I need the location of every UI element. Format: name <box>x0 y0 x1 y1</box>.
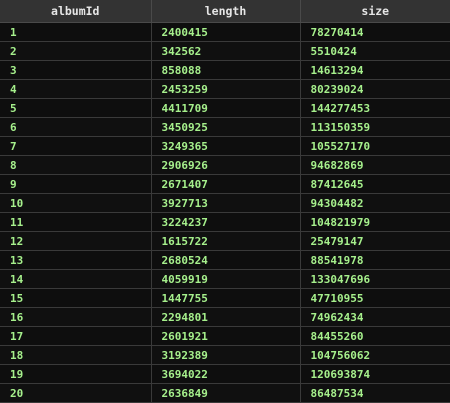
table-row[interactable]: 18 3192389 104756062 <box>0 345 450 365</box>
album-id-cell[interactable]: 14 <box>0 269 152 289</box>
length-cell[interactable]: 4059919 <box>151 269 301 289</box>
album-id-cell[interactable]: 6 <box>0 117 152 137</box>
length-cell[interactable]: 2400415 <box>151 22 301 42</box>
table-row[interactable]: 5 4411709 144277453 <box>0 98 450 118</box>
length-cell[interactable]: 3927713 <box>151 193 301 213</box>
album-id-cell[interactable]: 1 <box>0 22 152 42</box>
table-row[interactable]: 15 1447755 47710955 <box>0 288 450 308</box>
album-id-cell[interactable]: 18 <box>0 345 152 365</box>
table-row[interactable]: 2 342562 5510424 <box>0 41 450 61</box>
size-cell[interactable]: 5510424 <box>300 41 450 61</box>
album-id-cell[interactable]: 16 <box>0 307 152 327</box>
length-cell[interactable]: 2671407 <box>151 174 301 194</box>
length-cell[interactable]: 2636849 <box>151 383 301 403</box>
size-cell[interactable]: 133047696 <box>300 269 450 289</box>
size-cell[interactable]: 84455260 <box>300 326 450 346</box>
length-cell[interactable]: 3450925 <box>151 117 301 137</box>
size-cell[interactable]: 105527170 <box>300 136 450 156</box>
length-cell[interactable]: 1615722 <box>151 231 301 251</box>
column-header-size[interactable]: size <box>300 0 450 23</box>
table-row[interactable]: 9 2671407 87412645 <box>0 174 450 194</box>
album-id-cell[interactable]: 4 <box>0 79 152 99</box>
album-id-cell[interactable]: 5 <box>0 98 152 118</box>
length-cell[interactable]: 3694022 <box>151 364 301 384</box>
album-id-cell[interactable]: 12 <box>0 231 152 251</box>
length-cell[interactable]: 2601921 <box>151 326 301 346</box>
length-cell[interactable]: 1447755 <box>151 288 301 308</box>
size-cell[interactable]: 120693874 <box>300 364 450 384</box>
size-cell[interactable]: 74962434 <box>300 307 450 327</box>
size-cell[interactable]: 80239024 <box>300 79 450 99</box>
length-cell[interactable]: 2453259 <box>151 79 301 99</box>
header-row: albumId length size <box>0 0 450 23</box>
size-cell[interactable]: 47710955 <box>300 288 450 308</box>
album-id-cell[interactable]: 10 <box>0 193 152 213</box>
table-row[interactable]: 11 3224237 104821979 <box>0 212 450 232</box>
table-row[interactable]: 13 2680524 88541978 <box>0 250 450 270</box>
table-row[interactable]: 7 3249365 105527170 <box>0 136 450 156</box>
album-id-cell[interactable]: 7 <box>0 136 152 156</box>
size-cell[interactable]: 113150359 <box>300 117 450 137</box>
table-row[interactable]: 4 2453259 80239024 <box>0 79 450 99</box>
size-cell[interactable]: 144277453 <box>300 98 450 118</box>
length-cell[interactable]: 2294801 <box>151 307 301 327</box>
column-header-length[interactable]: length <box>151 0 301 23</box>
size-cell[interactable]: 86487534 <box>300 383 450 403</box>
table-header: albumId length size <box>0 0 450 23</box>
length-cell[interactable]: 4411709 <box>151 98 301 118</box>
table-row[interactable]: 10 3927713 94304482 <box>0 193 450 213</box>
album-id-cell[interactable]: 11 <box>0 212 152 232</box>
length-cell[interactable]: 2906926 <box>151 155 301 175</box>
size-cell[interactable]: 94682869 <box>300 155 450 175</box>
album-id-cell[interactable]: 20 <box>0 383 152 403</box>
length-cell[interactable]: 2680524 <box>151 250 301 270</box>
table-row[interactable]: 6 3450925 113150359 <box>0 117 450 137</box>
length-cell[interactable]: 858088 <box>151 60 301 80</box>
album-id-cell[interactable]: 17 <box>0 326 152 346</box>
size-cell[interactable]: 94304482 <box>300 193 450 213</box>
column-header-albumid[interactable]: albumId <box>0 0 152 23</box>
size-cell[interactable]: 25479147 <box>300 231 450 251</box>
table-row[interactable]: 12 1615722 25479147 <box>0 231 450 251</box>
album-id-cell[interactable]: 2 <box>0 41 152 61</box>
album-id-cell[interactable]: 9 <box>0 174 152 194</box>
table-row[interactable]: 19 3694022 120693874 <box>0 364 450 384</box>
length-cell[interactable]: 342562 <box>151 41 301 61</box>
size-cell[interactable]: 88541978 <box>300 250 450 270</box>
size-cell[interactable]: 87412645 <box>300 174 450 194</box>
album-id-cell[interactable]: 3 <box>0 60 152 80</box>
album-id-cell[interactable]: 19 <box>0 364 152 384</box>
table-body: 1 2400415 78270414 2 342562 5510424 3 858088 146… <box>0 22 450 403</box>
album-id-cell[interactable]: 15 <box>0 288 152 308</box>
length-cell[interactable]: 3224237 <box>151 212 301 232</box>
table-row[interactable]: 3 858088 14613294 <box>0 60 450 80</box>
table-row[interactable]: 16 2294801 74962434 <box>0 307 450 327</box>
size-cell[interactable]: 104756062 <box>300 345 450 365</box>
table-row[interactable]: 14 4059919 133047696 <box>0 269 450 289</box>
album-id-cell[interactable]: 13 <box>0 250 152 270</box>
length-cell[interactable]: 3249365 <box>151 136 301 156</box>
table-row[interactable]: 17 2601921 84455260 <box>0 326 450 346</box>
table-row[interactable]: 8 2906926 94682869 <box>0 155 450 175</box>
size-cell[interactable]: 104821979 <box>300 212 450 232</box>
size-cell[interactable]: 14613294 <box>300 60 450 80</box>
length-cell[interactable]: 3192389 <box>151 345 301 365</box>
album-id-cell[interactable]: 8 <box>0 155 152 175</box>
size-cell[interactable]: 78270414 <box>300 22 450 42</box>
table-row[interactable]: 20 2636849 86487534 <box>0 383 450 403</box>
table-row[interactable]: 1 2400415 78270414 <box>0 22 450 42</box>
